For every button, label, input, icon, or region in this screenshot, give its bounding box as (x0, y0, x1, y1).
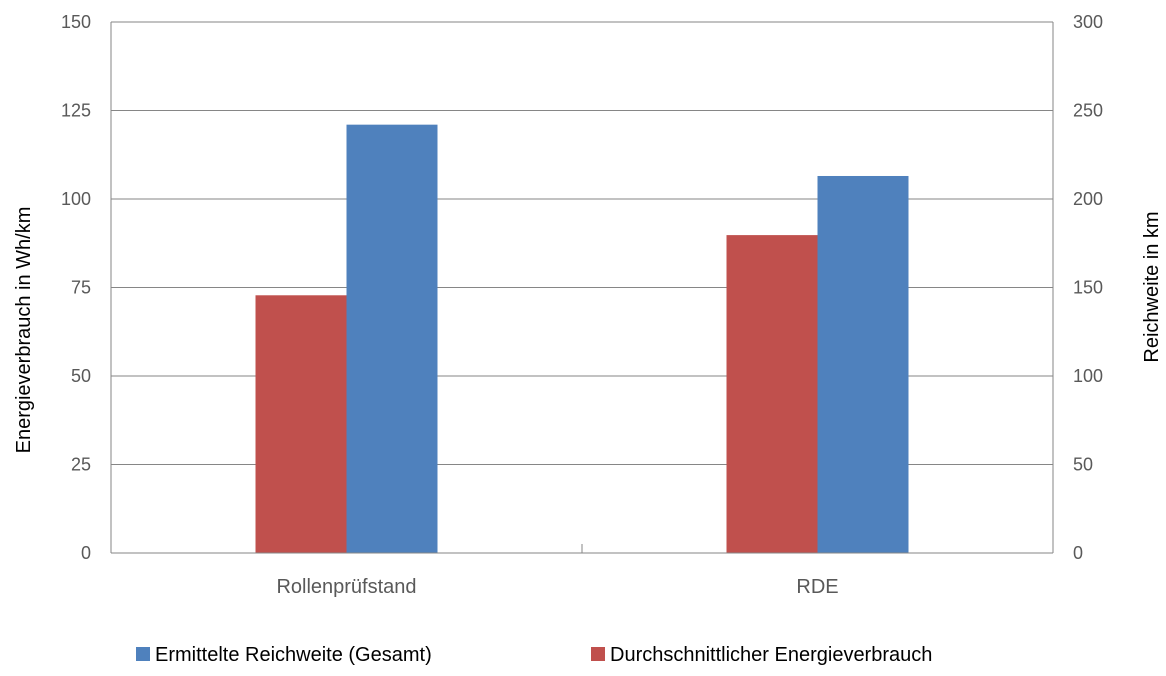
bar-energieverbrauch (255, 295, 347, 553)
left-tick-label: 100 (61, 189, 91, 209)
left-axis-title: Energieverbrauch in Wh/km (13, 207, 35, 454)
legend-swatch (591, 647, 605, 661)
bar-reichweite (346, 124, 438, 553)
bar-reichweite (817, 175, 909, 554)
right-tick-label: 100 (1073, 366, 1103, 386)
left-tick-label: 75 (71, 278, 91, 298)
left-tick-label: 0 (81, 543, 91, 563)
right-tick-label: 250 (1073, 101, 1103, 121)
left-tick-label: 125 (61, 101, 91, 121)
right-tick-label: 200 (1073, 189, 1103, 209)
right-tick-label: 0 (1073, 543, 1083, 563)
left-tick-label: 150 (61, 12, 91, 32)
gridlines (111, 21, 1053, 465)
legend-label: Ermittelte Reichweite (Gesamt) (155, 644, 432, 666)
right-tick-label: 300 (1073, 12, 1103, 32)
category-label: Rollenprüfstand (276, 576, 416, 598)
category-label: RDE (796, 576, 838, 598)
legend-label: Durchschnittlicher Energieverbrauch (610, 644, 932, 666)
axes: 0 25 50 75 100 125 150 0 50 100 150 200 250 300 Rollen… (61, 12, 1103, 598)
legend: Ermittelte Reichweite (Gesamt) Durchschni… (136, 644, 932, 666)
left-tick-label: 50 (71, 366, 91, 386)
bars (255, 124, 909, 554)
legend-swatch (136, 647, 150, 661)
left-tick-label: 25 (71, 455, 91, 475)
right-tick-label: 50 (1073, 455, 1093, 475)
bar-energieverbrauch (726, 235, 818, 553)
right-tick-label: 150 (1073, 278, 1103, 298)
right-axis-title: Reichweite in km (1141, 211, 1163, 362)
